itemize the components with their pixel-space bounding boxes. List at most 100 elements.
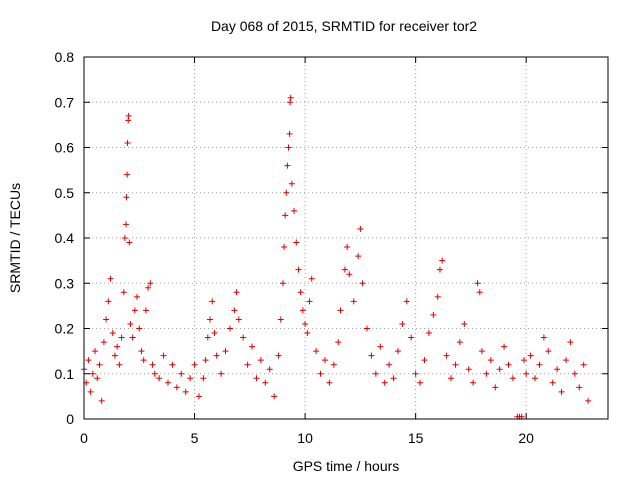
data-point: [147, 280, 154, 287]
data-point: [284, 162, 291, 169]
data-point: [87, 388, 94, 395]
data-point: [487, 357, 494, 364]
data-point: [434, 293, 441, 300]
data-point: [293, 239, 300, 246]
data-point: [145, 284, 152, 291]
data-point: [277, 316, 284, 323]
data-point: [127, 320, 134, 327]
data-point: [134, 293, 141, 300]
data-point: [443, 352, 450, 359]
data-point: [92, 348, 99, 355]
data-point: [571, 370, 578, 377]
data-point: [275, 352, 282, 359]
data-point: [302, 320, 309, 327]
x-axis-label: GPS time / hours: [293, 458, 400, 474]
data-point: [283, 189, 290, 196]
data-point: [281, 244, 288, 251]
data-point: [580, 361, 587, 368]
axis-ticks: 0 0.1 0.2 0.3 0.4 0.5 0.6 0.7 0.8 0 5 10 15 20: [55, 49, 608, 446]
data-point: [562, 357, 569, 364]
data-point: [545, 348, 552, 355]
x-tick-label: 20: [518, 430, 534, 446]
data-point: [364, 325, 371, 332]
data-point: [107, 275, 114, 282]
data-point: [386, 361, 393, 368]
data-point: [191, 361, 198, 368]
data-point: [124, 139, 131, 146]
data-point: [321, 357, 328, 364]
data-point: [390, 375, 397, 382]
data-point: [173, 384, 180, 391]
data-point: [142, 307, 149, 314]
data-point: [222, 348, 229, 355]
data-point: [149, 361, 156, 368]
data-point: [306, 298, 313, 305]
data-point: [136, 325, 143, 332]
data-point: [121, 235, 128, 241]
plot-frame: [83, 56, 609, 420]
data-point: [156, 375, 163, 382]
data-point: [341, 266, 348, 273]
data-point: [483, 370, 490, 377]
data-point: [96, 361, 103, 368]
y-tick-label: 0.7: [55, 94, 75, 110]
data-point: [129, 334, 136, 341]
data-point: [297, 289, 304, 296]
data-point: [125, 112, 132, 119]
data-point: [244, 361, 251, 368]
x-tick-label: 10: [297, 430, 313, 446]
y-tick-label: 0.8: [55, 49, 75, 65]
x-tick-label: 5: [191, 430, 199, 446]
data-point: [317, 370, 324, 377]
data-point: [211, 330, 218, 337]
data-point: [287, 94, 294, 101]
data-point: [448, 375, 455, 382]
data-point: [233, 289, 240, 296]
data-point: [308, 275, 315, 282]
data-point: [286, 130, 293, 137]
data-point: [209, 298, 216, 305]
data-point: [549, 379, 556, 386]
data-point: [412, 370, 419, 377]
data-point: [403, 298, 410, 305]
data-point: [123, 221, 130, 228]
data-point: [523, 370, 530, 377]
data-point: [346, 271, 353, 278]
data-point: [195, 393, 202, 400]
data-point: [399, 320, 406, 327]
y-axis-label: SRMTID / TECUs: [7, 183, 23, 293]
data-point: [474, 280, 481, 287]
data-point: [116, 361, 123, 368]
data-point: [368, 352, 375, 359]
data-point: [394, 348, 401, 355]
data-point: [89, 370, 96, 377]
y-tick-label: 0.2: [55, 321, 75, 337]
data-point: [200, 375, 207, 382]
data-point: [335, 339, 342, 346]
data-point: [456, 339, 463, 346]
data-point: [421, 357, 428, 364]
data-point: [111, 352, 118, 359]
data-points: [81, 94, 592, 420]
x-tick-label: 0: [80, 430, 88, 446]
data-point: [359, 280, 366, 287]
grid: [84, 57, 608, 419]
data-point: [231, 307, 238, 314]
data-point: [151, 370, 158, 377]
data-point: [271, 393, 278, 400]
y-tick-label: 0.4: [55, 230, 75, 246]
data-point: [207, 316, 214, 323]
data-point: [103, 316, 110, 323]
data-point: [337, 307, 344, 314]
data-point: [287, 99, 294, 106]
data-point: [124, 171, 131, 178]
data-point: [204, 334, 211, 341]
data-point: [138, 348, 145, 355]
data-point: [85, 357, 92, 364]
data-point: [140, 357, 147, 364]
data-point: [436, 266, 443, 273]
data-point: [350, 298, 357, 305]
data-point: [304, 330, 311, 337]
data-point: [532, 375, 539, 382]
data-point: [218, 370, 225, 377]
